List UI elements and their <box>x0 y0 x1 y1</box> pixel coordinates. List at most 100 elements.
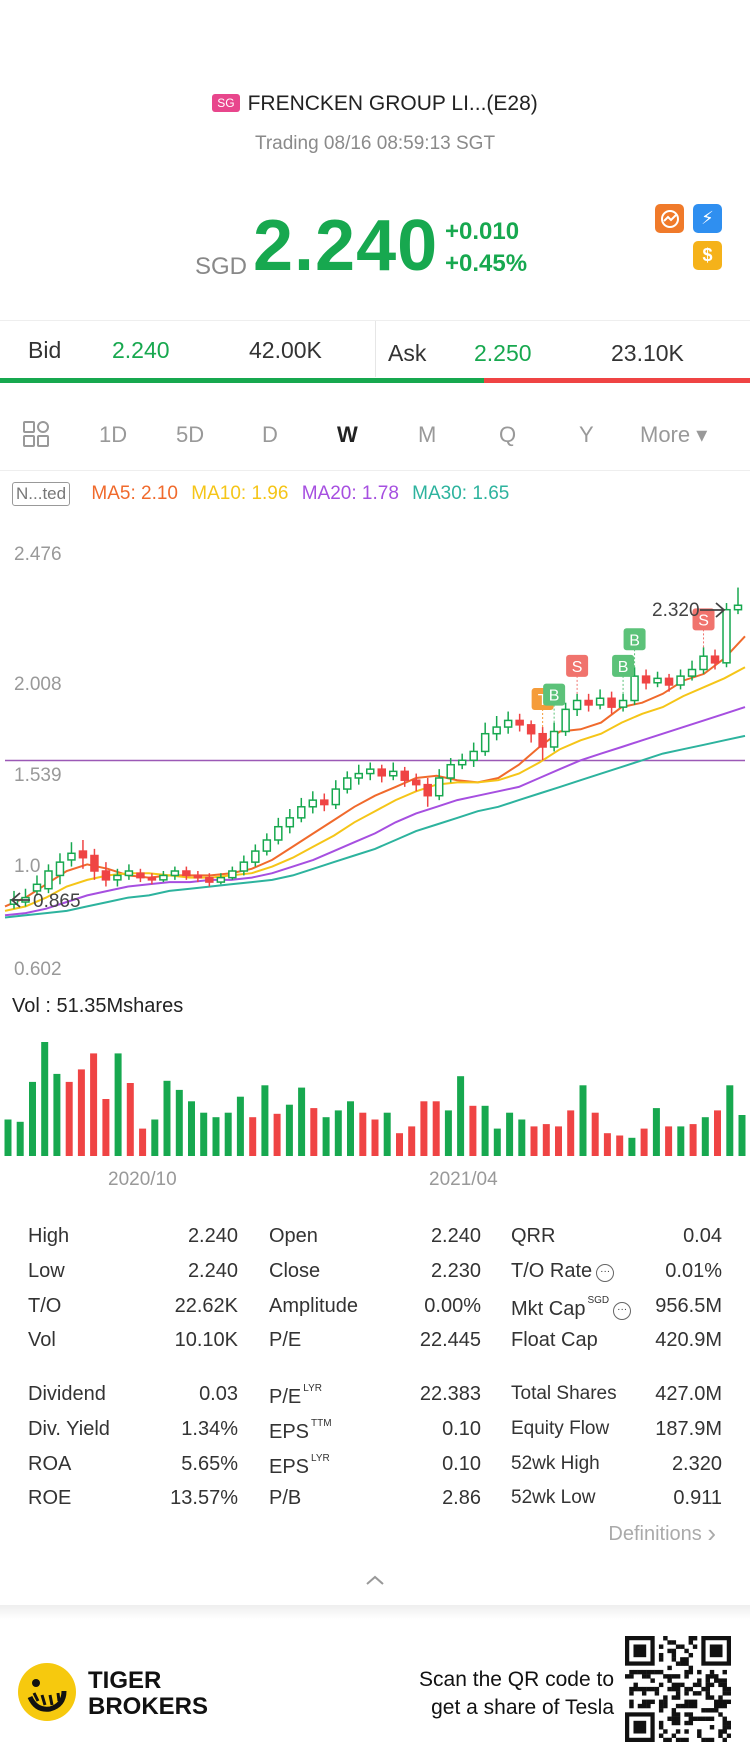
tab-5d[interactable]: 5D <box>176 422 205 447</box>
trade-marker-b[interactable]: B <box>543 683 566 723</box>
stat-value: 187.9M <box>655 1418 722 1440</box>
candle <box>607 691 616 714</box>
candle-body <box>411 779 421 786</box>
ask-price[interactable]: 2.250 <box>474 340 532 366</box>
volume-bar <box>163 1080 171 1156</box>
tab-more[interactable]: More ▾ <box>640 422 708 447</box>
flash-trade-icon[interactable]: ⚡ <box>693 204 722 233</box>
tab-d[interactable]: D <box>262 422 278 447</box>
stat-label: Low <box>28 1260 65 1283</box>
volume-bar <box>714 1110 721 1156</box>
tab-w[interactable]: W <box>337 422 358 447</box>
candle-body <box>343 777 352 790</box>
stat-float-cap: Float Cap 420.9M <box>511 1329 722 1357</box>
qr-code-icon[interactable] <box>625 1636 731 1742</box>
tab-1d[interactable]: 1D <box>99 422 128 447</box>
qr-module <box>688 1669 694 1675</box>
compare-icon[interactable] <box>655 204 684 233</box>
qr-module <box>722 1737 727 1742</box>
trade-marker-b[interactable]: B <box>612 654 635 694</box>
candle <box>285 808 295 834</box>
qr-module <box>684 1699 689 1705</box>
qr-module <box>663 1674 668 1679</box>
qr-module <box>726 1686 731 1692</box>
qr-module <box>663 1699 668 1705</box>
ask-ratio-bar <box>484 378 750 383</box>
stat-label: T/O Rate ··· <box>511 1260 615 1283</box>
candle-body <box>676 675 685 686</box>
dollar-icon[interactable]: $ <box>693 241 722 270</box>
stat-label: P/E LYR <box>269 1383 322 1409</box>
tab-q[interactable]: Q <box>499 422 517 447</box>
stat-value: 22.62K <box>174 1295 238 1317</box>
stat-label-text: Equity Flow <box>511 1418 610 1439</box>
candlestick-chart[interactable]: 2.476 2.008 1.539 1.0 0.602 T BS BBS 2.320… <box>0 530 750 1000</box>
definitions-link[interactable]: Definitions › <box>608 1518 716 1549</box>
qr-module <box>633 1686 638 1692</box>
volume-bar <box>41 1042 49 1156</box>
candle <box>147 873 157 885</box>
adjust-mode-tag[interactable]: N...ted <box>12 482 71 506</box>
qr-module <box>667 1674 672 1679</box>
candle <box>297 797 306 823</box>
volume-chart[interactable] <box>0 1020 750 1160</box>
candle <box>618 693 628 712</box>
layout-grid-icon[interactable] <box>22 420 50 454</box>
info-icon[interactable]: ··· <box>596 1264 615 1282</box>
qr-module <box>654 1686 660 1692</box>
qr-module <box>650 1669 655 1675</box>
stat-value: 10.10K <box>174 1329 238 1351</box>
volume-bar <box>334 1110 342 1156</box>
candle-body <box>630 675 639 702</box>
bid-price[interactable]: 2.240 <box>112 337 170 363</box>
chevron-up-icon[interactable] <box>364 1566 386 1594</box>
qr-module <box>722 1691 727 1696</box>
qr-module <box>718 1678 723 1683</box>
qr-finder <box>633 1720 647 1734</box>
volume-bar <box>383 1112 391 1156</box>
qr-module <box>667 1686 672 1692</box>
trade-marker-s[interactable]: S <box>566 654 589 694</box>
candle <box>641 669 651 690</box>
ask-label: Ask <box>388 340 427 366</box>
qr-module <box>680 1703 685 1709</box>
volume-bar <box>579 1085 587 1156</box>
scan-line-1: Scan the QR code to <box>419 1668 614 1691</box>
tiger-logo-icon <box>18 1663 76 1721</box>
stat-label-text: Mkt Cap <box>511 1298 586 1320</box>
stat-value: 1.34% <box>181 1418 238 1440</box>
info-icon[interactable]: ··· <box>613 1302 632 1320</box>
candle <box>21 888 30 907</box>
candle <box>676 669 685 690</box>
candle <box>205 873 214 887</box>
candle <box>595 689 605 710</box>
qr-module <box>692 1636 698 1641</box>
stat-52wk-high: 52wk High 2.320 <box>511 1453 722 1481</box>
qr-module <box>722 1682 727 1688</box>
candle-body <box>492 726 501 735</box>
qr-module <box>680 1657 685 1662</box>
volume-bar <box>53 1073 61 1156</box>
trade-marker-s[interactable]: S <box>692 608 715 648</box>
volume-bar <box>444 1110 452 1156</box>
bid-volume: 42.00K <box>249 337 322 363</box>
qr-module <box>705 1695 710 1700</box>
qr-module <box>671 1716 677 1721</box>
trade-marker-b[interactable]: B <box>623 628 646 668</box>
tabs-divider <box>0 470 750 471</box>
stat-high: High 2.240 <box>28 1225 238 1253</box>
stat-value: 0.04 <box>683 1225 722 1247</box>
y-tick-label: 1.0 <box>14 856 40 877</box>
chevron-right-icon: › <box>707 1518 716 1548</box>
candle-body <box>480 732 490 753</box>
stat-label-text: Div. Yield <box>28 1418 110 1440</box>
qr-module <box>671 1712 677 1717</box>
qr-module <box>658 1657 664 1662</box>
qr-module <box>680 1682 685 1688</box>
volume-bar <box>371 1119 379 1156</box>
tab-y[interactable]: Y <box>579 422 594 447</box>
tab-m[interactable]: M <box>418 422 437 447</box>
candle-body <box>733 604 743 611</box>
candle <box>308 791 318 814</box>
stat-label: Float Cap <box>511 1329 598 1352</box>
